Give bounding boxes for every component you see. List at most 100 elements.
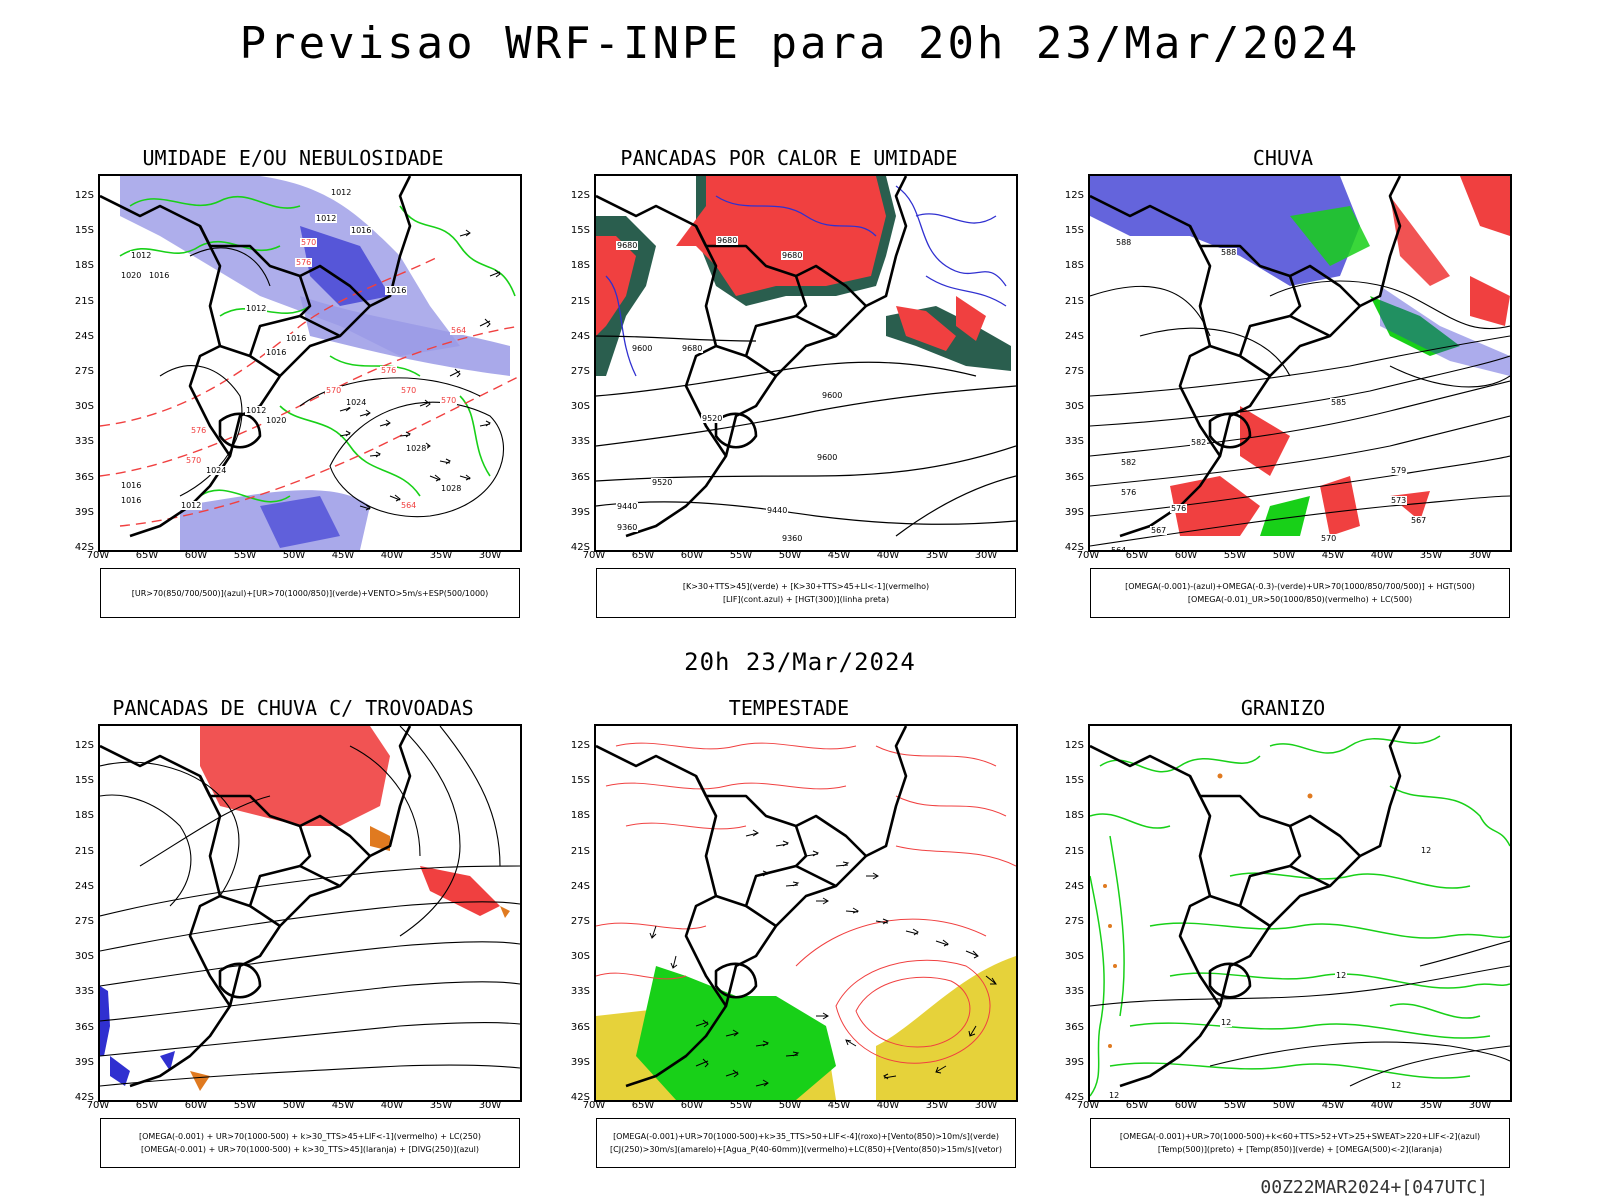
latitude-tick-label: 18S <box>74 810 94 822</box>
contour-value-label: 9600 <box>816 453 839 462</box>
mid-date: 20h 23/Mar/2024 <box>684 648 916 676</box>
page-title: Previsao WRF-INPE para 20h 23/Mar/2024 <box>239 18 1361 69</box>
latitude-tick-label: 42S <box>1064 1092 1084 1103</box>
longitude-tick-label: 55W <box>729 550 753 561</box>
longitude-tick-label: 60W <box>680 1100 704 1111</box>
contour-value-label: 12 <box>1420 846 1433 855</box>
longitude-tick-label: 35W <box>925 550 949 561</box>
panel-pancadas-trovoadas: PANCADAS DE CHUVA C/ TROVOADAS 12S 15S 18S… <box>58 696 528 1186</box>
latitude-tick-label: 36S <box>1064 471 1084 483</box>
panel-umidade: UMIDADE E/OU NEBULOSIDADE 12S 15S 18S 21S 24… <box>58 146 528 636</box>
longitude-tick-label: 40W <box>1370 1100 1394 1111</box>
longitude-axis: 70W 65W 60W 55W 50W 45W 40W 35W 30W <box>1077 1100 1512 1114</box>
longitude-tick-label: 55W <box>233 550 257 561</box>
latitude-tick-label: 33S <box>1064 986 1084 998</box>
contour-value-label: 1012 <box>245 304 268 313</box>
longitude-tick-label: 45W <box>827 550 851 561</box>
contour-value-label: 1012 <box>245 406 268 415</box>
latitude-tick-label: 36S <box>74 471 94 483</box>
contour-value-label: 1012 <box>330 188 353 197</box>
contour-value-label: 570 <box>1320 534 1338 543</box>
latitude-tick-label: 33S <box>74 436 94 448</box>
contour-value-label: 12 <box>1220 1018 1233 1027</box>
latitude-tick-label: 21S <box>1064 845 1084 857</box>
latitude-tick-label: 42S <box>570 1092 590 1103</box>
longitude-tick-label: 40W <box>876 1100 900 1111</box>
contour-value-label: 570 <box>300 238 318 247</box>
legend-line: [OMEGA(-0.001)-(azul)+OMEGA(-0.3)-(verde… <box>1125 582 1475 591</box>
latitude-tick-label: 18S <box>570 810 590 822</box>
contour-value-label: 9360 <box>616 523 639 532</box>
longitude-tick-label: 70W <box>582 550 606 561</box>
map-tempestade <box>594 724 1018 1102</box>
longitude-tick-label: 50W <box>1272 550 1296 561</box>
contour-value-label: 570 <box>325 386 343 395</box>
longitude-tick-label: 55W <box>729 1100 753 1111</box>
latitude-tick-label: 30S <box>74 951 94 963</box>
contour-value-label: 12 <box>1390 1081 1403 1090</box>
legend-line: [UR>70(850/700/500)](azul)+[UR>70(1000/8… <box>131 588 489 598</box>
latitude-tick-label: 39S <box>570 506 590 518</box>
longitude-tick-label: 35W <box>925 1100 949 1111</box>
longitude-tick-label: 65W <box>631 550 655 561</box>
contour-value-label: 1028 <box>440 484 463 493</box>
contour-value-label: 564 <box>400 501 418 510</box>
latitude-tick-label: 21S <box>74 845 94 857</box>
latitude-tick-label: 39S <box>74 1056 94 1068</box>
latitude-tick-label: 33S <box>570 986 590 998</box>
longitude-tick-label: 35W <box>429 1100 453 1111</box>
map-pancadas-calor: 9680 9680 9680 9600 9680 9600 9520 9600 9520 9440… <box>594 174 1018 552</box>
longitude-tick-label: 35W <box>429 550 453 561</box>
longitude-tick-label: 45W <box>1321 550 1345 561</box>
longitude-axis: 70W 65W 60W 55W 50W 45W 40W 35W 30W <box>583 550 1018 564</box>
longitude-tick-label: 65W <box>1125 550 1149 561</box>
contour-value-label: 1016 <box>265 348 288 357</box>
longitude-tick-label: 60W <box>680 550 704 561</box>
panel-legend: [K>30+TTS>45](verde) + [K>30+TTS>45+LI<-… <box>596 568 1016 618</box>
longitude-tick-label: 30W <box>1468 550 1492 561</box>
contour-value-label: 564 <box>450 326 468 335</box>
contour-value-label: 576 <box>1120 488 1138 497</box>
latitude-tick-label: 27S <box>1064 916 1084 927</box>
contour-value-label: 1024 <box>205 466 228 475</box>
longitude-tick-label: 50W <box>778 550 802 561</box>
panel-title: PANCADAS POR CALOR E UMIDADE <box>620 146 958 170</box>
longitude-tick-label: 55W <box>233 1100 257 1111</box>
contour-value-label: 9360 <box>781 534 804 543</box>
latitude-tick-label: 15S <box>1064 225 1084 237</box>
latitude-tick-label: 30S <box>1064 951 1084 963</box>
longitude-tick-label: 45W <box>331 550 355 561</box>
latitude-axis: 12S 15S 18S 21S 24S 27S 30S 33S 36S 39S 42S <box>554 174 590 553</box>
latitude-tick-label: 30S <box>74 401 94 413</box>
latitude-tick-label: 27S <box>74 366 94 377</box>
contour-value-label: 1028 <box>405 444 428 453</box>
longitude-tick-label: 65W <box>1125 1100 1149 1111</box>
latitude-tick-label: 21S <box>570 295 590 307</box>
contour-value-label: 588 <box>1220 248 1238 257</box>
map-chuva: 588 588 585 582 582 579 576 573 576 570 567 567 564 <box>1088 174 1512 552</box>
contour-value-label: 9680 <box>681 344 704 353</box>
latitude-axis: 12S 15S 18S 21S 24S 27S 30S 33S 36S 39S 42S <box>1048 724 1084 1103</box>
latitude-tick-label: 39S <box>1064 506 1084 518</box>
longitude-tick-label: 35W <box>1419 1100 1443 1111</box>
map-pancadas-calor-svg <box>596 176 1016 538</box>
contour-value-label: 570 <box>440 396 458 405</box>
latitude-tick-label: 18S <box>570 260 590 272</box>
latitude-tick-label: 39S <box>570 1056 590 1068</box>
contour-value-label: 588 <box>1115 238 1133 247</box>
contour-value-label: 1016 <box>385 286 408 295</box>
longitude-tick-label: 40W <box>380 550 404 561</box>
latitude-tick-label: 30S <box>1064 401 1084 413</box>
longitude-axis: 70W 65W 60W 55W 50W 45W 40W 35W 30W <box>87 1100 522 1114</box>
contour-value-label: 576 <box>380 366 398 375</box>
latitude-tick-label: 33S <box>570 436 590 448</box>
longitude-tick-label: 35W <box>1419 550 1443 561</box>
longitude-tick-label: 30W <box>478 550 502 561</box>
legend-line: [OMEGA(-0.001) + UR>70(1000-500) + k>30_… <box>138 1132 482 1141</box>
legend-line: [OMEGA(-0.001)+UR>70(1000-500)+k<60+TTS>… <box>1119 1132 1481 1141</box>
latitude-tick-label: 18S <box>1064 260 1084 272</box>
latitude-tick-label: 42S <box>74 1092 94 1103</box>
map-tempestade-svg <box>596 726 1016 1100</box>
contour-value-label: 1012 <box>315 214 338 223</box>
contour-value-label: 579 <box>1390 466 1408 475</box>
